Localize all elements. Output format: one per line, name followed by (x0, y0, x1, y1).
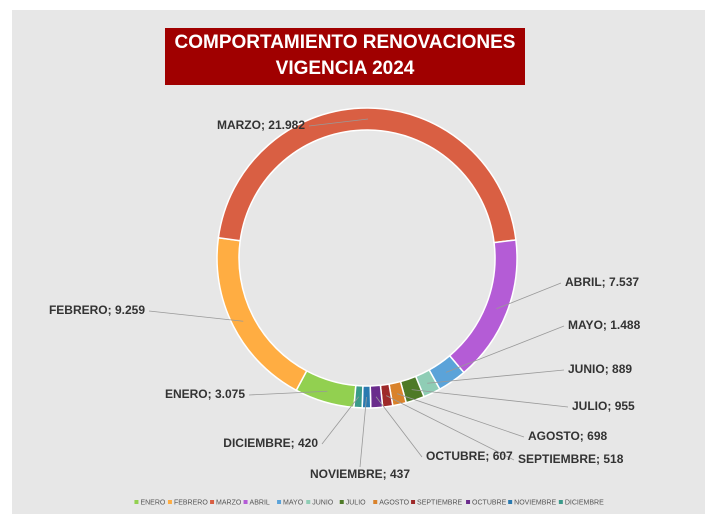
legend-label: DICIEMBRE (565, 499, 604, 506)
legend-swatch (411, 500, 416, 504)
title-box (165, 28, 525, 85)
label-value: 607 (493, 449, 513, 463)
label-category: NOVIEMBRE (310, 467, 383, 481)
leader-line (411, 389, 569, 408)
label-value: 9.259 (115, 303, 145, 317)
data-label: JULIO; 955 (572, 399, 635, 413)
leader-line (496, 282, 562, 310)
legend-swatch (167, 500, 172, 504)
leader-line (397, 393, 525, 438)
chart-title: COMPORTAMIENTO RENOVACIONES (175, 32, 516, 53)
label-value: 955 (615, 399, 635, 413)
label-separator: ; (607, 399, 614, 413)
legend-label: ABRIL (250, 499, 270, 506)
label-category: SEPTIEMBRE (518, 452, 596, 466)
legend-swatch (508, 500, 513, 504)
label-category: MAYO (568, 318, 603, 332)
label-separator: ; (602, 275, 609, 289)
leader-line (248, 390, 328, 396)
label-value: 698 (587, 429, 607, 443)
leader-line (427, 369, 565, 384)
label-separator: ; (291, 436, 298, 450)
data-label: FEBRERO; 9.259 (49, 303, 145, 317)
label-separator: ; (580, 429, 587, 443)
data-label: OCTUBRE; 607 (426, 449, 513, 463)
label-value: 7.537 (609, 275, 639, 289)
leader-line (321, 396, 360, 445)
data-label: MARZO; 21.982 (217, 118, 305, 132)
leader-line (386, 395, 515, 461)
label-separator: ; (261, 118, 268, 132)
legend-label: OCTUBRE (472, 499, 507, 506)
label-category: FEBRERO (49, 303, 108, 317)
label-category: OCTUBRE (426, 449, 485, 463)
label-value: 437 (390, 467, 410, 481)
data-label: MAYO; 1.488 (568, 318, 641, 332)
label-separator: ; (605, 362, 612, 376)
label-value: 21.982 (268, 118, 305, 132)
legend-swatch (134, 500, 139, 504)
label-value: 518 (603, 452, 623, 466)
chart-area (12, 10, 705, 514)
label-category: ENERO (165, 387, 208, 401)
label-value: 420 (298, 436, 318, 450)
legend-swatch (210, 500, 215, 504)
leader-line (148, 310, 244, 322)
legend-swatch (466, 500, 471, 504)
legend-swatch (277, 500, 282, 504)
legend-label: MAYO (283, 499, 304, 506)
label-category: JULIO (572, 399, 607, 413)
leader-line (375, 396, 423, 458)
legend-label: SEPTIEMBRE (417, 499, 462, 506)
data-label: AGOSTO; 698 (528, 429, 607, 443)
legend-label: AGOSTO (379, 499, 409, 506)
leader-line (308, 118, 369, 127)
legend-label: MARZO (216, 499, 242, 506)
legend-label: FEBRERO (174, 499, 208, 506)
data-label: SEPTIEMBRE; 518 (518, 452, 624, 466)
label-value: 3.075 (215, 387, 245, 401)
label-value: 889 (612, 362, 632, 376)
label-category: MARZO (217, 118, 261, 132)
label-value: 1.488 (610, 318, 640, 332)
data-label: NOVIEMBRE; 437 (310, 467, 410, 481)
chart-title: VIGENCIA 2024 (276, 58, 415, 79)
label-separator: ; (383, 467, 390, 481)
legend-swatch (243, 500, 248, 504)
label-separator: ; (596, 452, 603, 466)
legend-label: JULIO (346, 499, 366, 506)
legend-label: JUNIO (312, 499, 334, 506)
data-label: DICIEMBRE; 420 (223, 436, 318, 450)
label-category: ABRIL (565, 275, 602, 289)
legend-swatch (558, 500, 563, 504)
label-separator: ; (208, 387, 215, 401)
label-category: DICIEMBRE (223, 436, 290, 450)
label-category: AGOSTO (528, 429, 580, 443)
data-label: ABRIL; 7.537 (565, 275, 639, 289)
label-separator: ; (485, 449, 492, 463)
legend-label: NOVIEMBRE (514, 499, 556, 506)
legend-swatch (373, 500, 378, 504)
legend-swatch (306, 500, 311, 504)
data-label: ENERO; 3.075 (165, 387, 245, 401)
legend-swatch (339, 500, 344, 504)
data-label: JUNIO; 889 (568, 362, 632, 376)
label-category: JUNIO (568, 362, 605, 376)
leader-line (445, 325, 565, 373)
leader-line (359, 396, 367, 468)
legend-label: ENERO (140, 499, 165, 506)
label-separator: ; (603, 318, 610, 332)
label-separator: ; (108, 303, 115, 317)
